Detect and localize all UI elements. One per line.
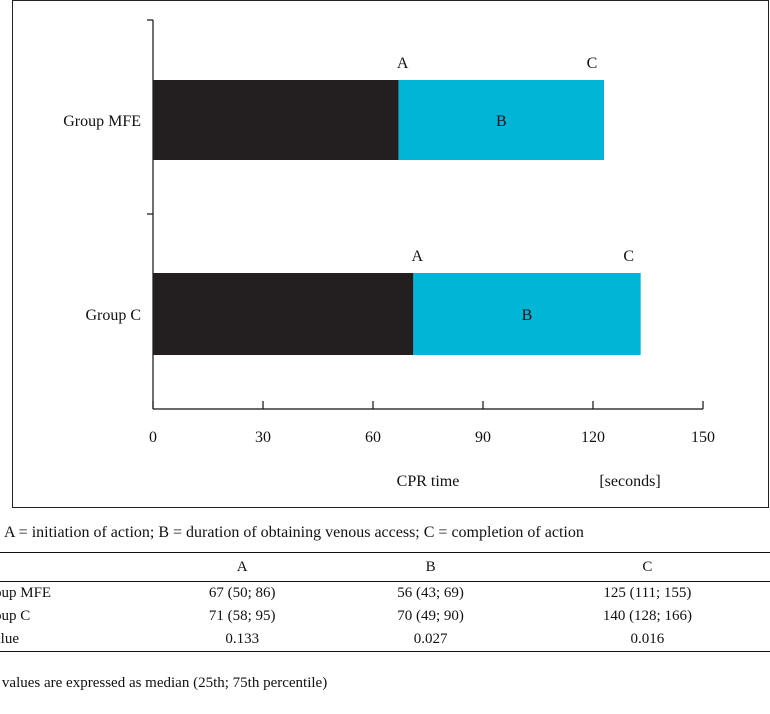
x-tick-label-30: 30 [255,429,271,446]
table-cell: 56 (43; 69) [397,585,464,601]
chart-figure: 0 30 60 90 120 150 CPR time [seconds] Group MFE A… [12,0,769,508]
category-label-0: Group MFE [63,113,141,130]
annotation-b-1: B [522,307,533,324]
row-label: alue [0,628,148,652]
table-cell: 71 (58; 95) [208,608,276,624]
x-tick-label-120: 120 [581,429,605,446]
footnote: l values are expressed as median (25th; … [0,675,328,691]
table-row: oup MFE 67 (50; 86) 56 (43; 69) 125 (111… [0,582,770,606]
table-cell: 0.133 [148,628,337,652]
figure-frame [12,0,769,508]
x-tick-label-90: 90 [475,429,491,446]
annotation-c-1: C [623,248,634,265]
annotation-b-0: B [496,113,507,130]
row-label: oup MFE [0,585,52,601]
table-header-a: A [148,552,337,582]
chart-svg: 0 30 60 90 120 150 CPR time [seconds] Group MFE A… [12,0,769,508]
bar-initiation-1 [153,273,414,355]
table-cell: 0.016 [524,628,770,652]
annotation-c-0: C [587,55,598,72]
x-axis-unit: [seconds] [599,473,660,490]
table-cell: 70 (49; 90) [397,608,464,624]
table-cell: 125 (111; 155) [603,585,692,601]
table-header-label: l [0,552,148,582]
table-cell: 140 (128; 166) [602,608,692,624]
table-header-c: C [524,552,770,582]
results-table: l A B C oup MFE 67 (50; 86) 56 (43; 69) … [0,552,770,652]
table-row: oup C 71 (58; 95) 70 (49; 90) 140 (128; … [0,605,770,628]
annotation-a-0: A [397,55,409,72]
bar-venous-access-1 [413,273,641,355]
x-tick-label-0: 0 [149,429,157,446]
x-tick-label-150: 150 [691,429,715,446]
row-label: oup C [0,608,31,624]
category-label-1: Group C [85,307,141,324]
bar-initiation-0 [153,80,399,160]
table-header-b: B [336,552,525,582]
legend-text: A = initiation of action; B = duration o… [4,524,584,541]
x-axis-title: CPR time [397,473,460,490]
bar-venous-access-0 [398,80,604,160]
table-header-row: l A B C [0,552,770,582]
annotation-a-1: A [412,248,424,265]
table-cell: 67 (50; 86) [208,585,276,601]
x-tick-label-60: 60 [365,429,381,446]
table-cell: 0.027 [336,628,525,652]
table-row: alue 0.133 0.027 0.016 [0,628,770,652]
